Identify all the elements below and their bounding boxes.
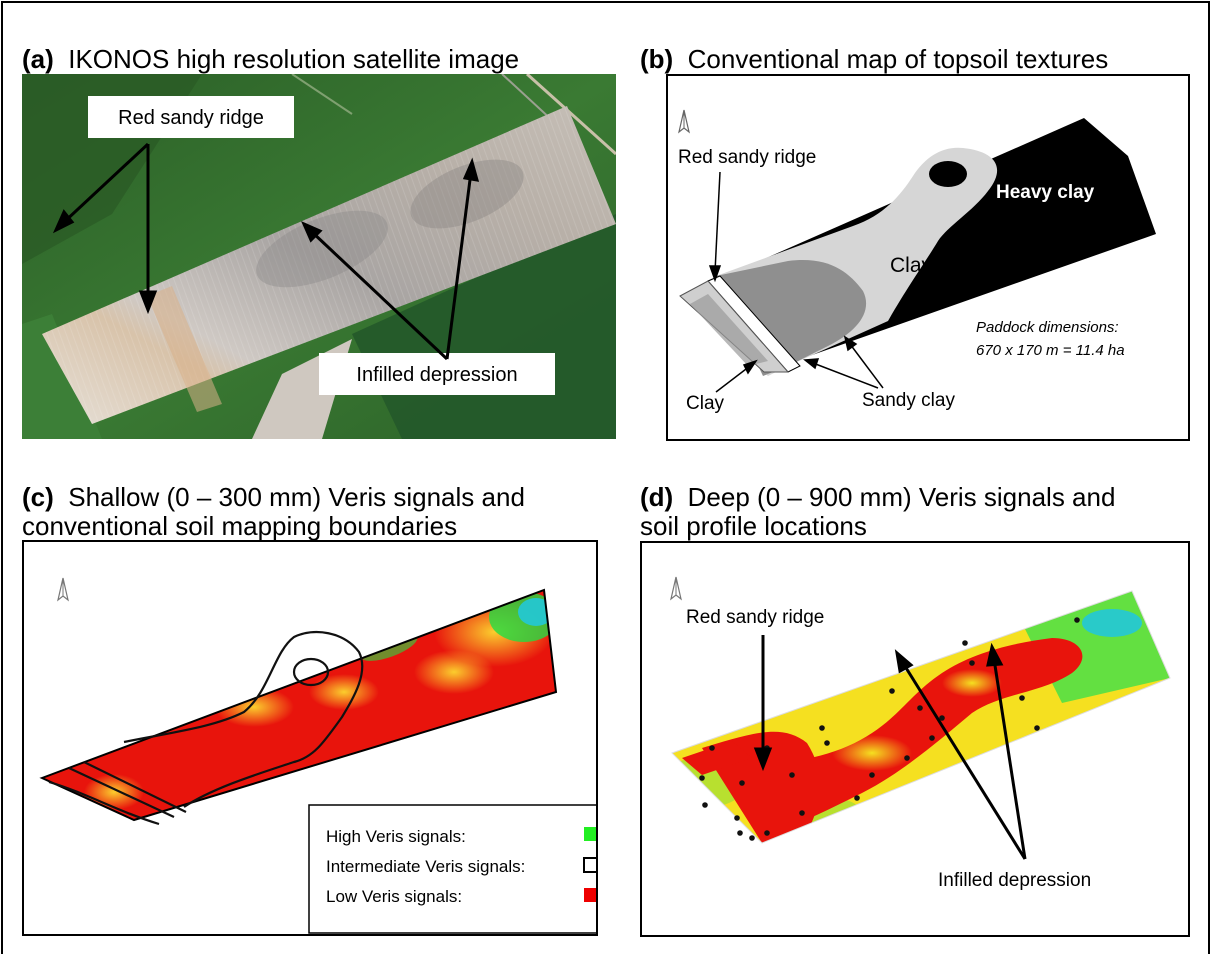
legend-swatch-high	[584, 827, 596, 841]
panel-b-title: (b) Conventional map of topsoil textures	[640, 45, 1108, 74]
panel-b-lower-arrows	[715, 335, 884, 393]
panel-c-title-line1: Shallow (0 – 300 mm) Veris signals and	[68, 482, 525, 512]
panel-b-clay-label: Clay	[890, 254, 933, 277]
panel-c-north-arrow-icon	[57, 577, 69, 602]
panel-d-title-line2: soil profile locations	[640, 511, 867, 541]
panel-a-title-text: IKONOS high resolution satellite image	[68, 44, 520, 74]
panel-a-depression-label: Infilled depression	[356, 364, 517, 386]
panel-c-shallow-veris-map: High Veris signals: Intermediate Veris s…	[22, 540, 598, 936]
panel-b-sandy-clay-label: Sandy clay	[862, 390, 955, 411]
panel-b-dimensions-line2: 670 x 170 m = 11.4 ha	[976, 342, 1125, 359]
panel-b-letter: (b)	[640, 44, 674, 74]
panel-c-title-line2: conventional soil mapping boundaries	[22, 511, 458, 541]
panel-c-letter: (c)	[22, 482, 54, 512]
panel-c-legend: High Veris signals: Intermediate Veris s…	[308, 804, 596, 934]
panel-a-satellite-image: Red sandy ridge Infilled depression	[22, 74, 616, 439]
panel-b-dimensions-line1: Paddock dimensions:	[976, 319, 1119, 336]
panel-b-heavy-clay-label: Heavy clay	[996, 182, 1095, 203]
panel-b-ridge-label: Red sandy ridge	[678, 147, 816, 168]
panel-d-arrows	[753, 635, 1027, 860]
panel-c-title: (c) Shallow (0 – 300 mm) Veris signals a…	[22, 483, 525, 541]
panel-c-soil-boundaries	[48, 630, 364, 826]
panel-a-depression-label-box	[319, 353, 555, 395]
panel-b-topsoil-map: Red sandy ridge Heavy clay Clay Paddock …	[666, 74, 1190, 441]
panel-b-clay-lower-label: Clay	[686, 393, 725, 414]
panel-a-ridge-label-box	[88, 96, 294, 138]
panel-d-deep-veris-map: Red sandy ridge Infilled depression	[640, 541, 1190, 937]
panel-a-letter: (a)	[22, 44, 54, 74]
panel-b-north-arrow-icon	[678, 109, 690, 134]
panel-c-veris-raster	[42, 590, 556, 820]
panel-a-arrows	[52, 142, 480, 361]
legend-label-intermediate: Intermediate Veris signals:	[326, 857, 525, 876]
panel-d-title-line1: Deep (0 – 900 mm) Veris signals and	[687, 482, 1116, 512]
panel-b-ridge-arrow	[708, 171, 722, 283]
panel-a-title: (a) IKONOS high resolution satellite ima…	[22, 45, 519, 74]
panel-a-ridge-label: Red sandy ridge	[118, 107, 264, 129]
legend-swatch-low	[584, 888, 596, 902]
panel-d-north-arrow-icon	[670, 576, 682, 601]
panel-d-ridge-label: Red sandy ridge	[686, 607, 824, 628]
panel-d-letter: (d)	[640, 482, 674, 512]
panel-d-depression-label: Infilled depression	[938, 870, 1091, 891]
legend-label-low: Low Veris signals:	[326, 887, 462, 906]
panel-b-title-text: Conventional map of topsoil textures	[687, 44, 1109, 74]
legend-swatch-intermediate	[583, 857, 596, 873]
legend-label-high: High Veris signals:	[326, 827, 466, 846]
panel-d-title: (d) Deep (0 – 900 mm) Veris signals and …	[640, 483, 1115, 541]
panel-d-veris-raster	[672, 591, 1170, 843]
